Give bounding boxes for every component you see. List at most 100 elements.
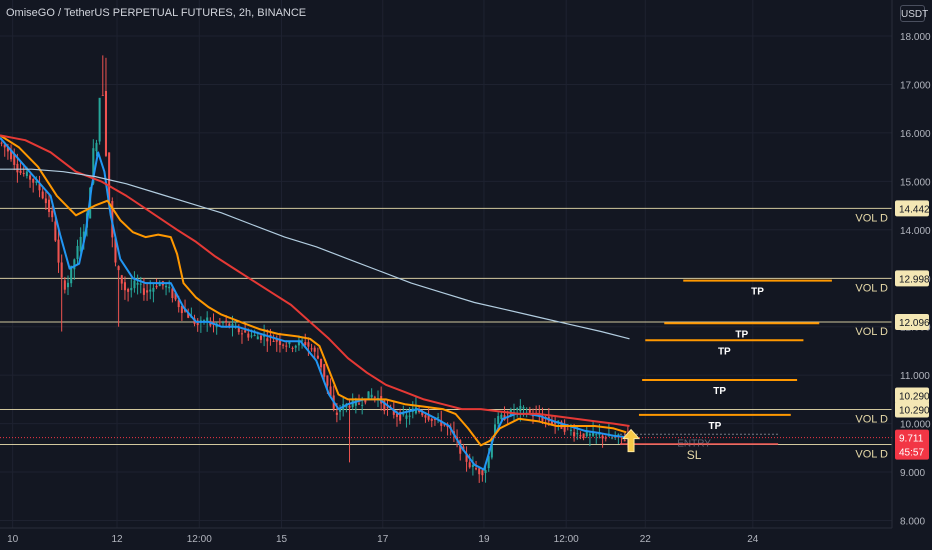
- price-tick-label: 15.000: [900, 177, 931, 188]
- candle-body: [500, 414, 503, 420]
- stop-loss-label: SL: [687, 448, 702, 462]
- candle-body: [408, 415, 411, 417]
- candle-body: [421, 412, 424, 416]
- candle-body: [231, 323, 234, 327]
- candle-body: [269, 334, 272, 337]
- candle-body: [554, 421, 557, 424]
- volume-level-label: VOL D: [855, 326, 888, 338]
- candle-body: [528, 409, 531, 413]
- currency-button[interactable]: USDT: [900, 5, 928, 22]
- candle-body: [228, 323, 231, 327]
- entry-arrow-icon: [621, 428, 641, 453]
- moving-average-line-ma-mid: [0, 134, 627, 447]
- time-tick-label: 15: [276, 534, 288, 545]
- candle-body: [294, 345, 297, 348]
- candle-body: [152, 287, 155, 292]
- candle-body: [468, 462, 471, 468]
- candle-body: [206, 317, 209, 322]
- candle-body: [623, 440, 626, 442]
- candle-body: [291, 347, 294, 349]
- current-price-badge: 9.711: [899, 434, 924, 445]
- candle-body: [114, 238, 117, 263]
- level-price-badge-box: [895, 200, 929, 217]
- candle-body: [427, 415, 430, 420]
- candle-body: [165, 285, 168, 288]
- candle-body: [437, 417, 440, 419]
- candle-body: [601, 435, 604, 439]
- candle-body: [168, 286, 171, 289]
- candle-body: [32, 178, 35, 183]
- candle-body: [323, 364, 326, 377]
- volume-level-label: VOL D: [855, 282, 888, 294]
- candle-body: [221, 322, 225, 324]
- candle-body: [519, 405, 522, 412]
- candle-body: [57, 239, 60, 263]
- level-price-badge-box: [895, 387, 929, 404]
- time-tick-label: 17: [377, 534, 389, 545]
- candle-body: [576, 433, 579, 435]
- time-tick-label: 24: [747, 534, 759, 545]
- candle-body: [142, 288, 145, 295]
- candle-body: [22, 172, 25, 174]
- candle-body: [259, 335, 262, 340]
- candle-body: [478, 468, 481, 475]
- candle-body: [531, 415, 535, 417]
- candle-body: [48, 199, 51, 212]
- candle-body: [313, 347, 316, 352]
- candle-body: [433, 418, 436, 420]
- candle-body: [392, 410, 395, 415]
- candle-body: [402, 413, 405, 415]
- candle-body: [180, 305, 183, 314]
- candle-body: [557, 420, 560, 422]
- volume-level-label: VOL D: [855, 449, 888, 461]
- candle-body: [405, 415, 408, 419]
- candle-body: [288, 341, 291, 345]
- candle-body: [541, 416, 544, 421]
- candle-body: [158, 283, 161, 287]
- level-price-badge-box: [895, 270, 929, 287]
- candle-body: [139, 283, 142, 285]
- take-profit-label: TP: [713, 386, 726, 397]
- candle-body: [399, 412, 402, 421]
- candle-body: [250, 335, 253, 337]
- candle-body: [117, 266, 120, 271]
- candle-body: [278, 340, 281, 345]
- price-tick-label: 8.000: [900, 517, 925, 528]
- price-tick-label: 14.000: [900, 226, 931, 237]
- candle-body: [481, 470, 484, 476]
- candle-body: [484, 470, 487, 474]
- time-tick-label: 10: [7, 534, 19, 545]
- candle-body: [155, 285, 158, 288]
- candle-body: [424, 415, 427, 418]
- take-profit-label: TP: [751, 287, 764, 298]
- candle-body: [592, 431, 595, 436]
- candle-body: [582, 433, 585, 438]
- candle-body: [54, 221, 57, 241]
- candle-body: [92, 148, 95, 184]
- candle-body: [70, 265, 73, 284]
- candle-body: [490, 437, 493, 458]
- candle-body: [0, 142, 3, 144]
- candle-body: [348, 405, 351, 408]
- moving-average-line-ma-long: [0, 168, 630, 340]
- candle-body: [516, 408, 519, 410]
- candle-body: [35, 181, 38, 183]
- volume-level-label: VOL D: [855, 212, 888, 224]
- candle-body: [585, 431, 588, 437]
- moving-average-line-ma-slow: [0, 134, 630, 427]
- level-price-badge-box: [895, 401, 929, 418]
- candle-body: [123, 282, 126, 291]
- candle-body: [13, 154, 16, 165]
- candle-body: [494, 424, 497, 436]
- candle-body: [595, 434, 598, 436]
- candle-body: [497, 416, 500, 424]
- candle-body: [104, 90, 107, 156]
- candle-body: [335, 412, 338, 415]
- time-tick-label: 12:00: [554, 534, 579, 545]
- candle-body: [76, 245, 79, 260]
- candle-body: [73, 259, 76, 270]
- candle-body: [563, 424, 566, 432]
- candle-body: [354, 400, 357, 406]
